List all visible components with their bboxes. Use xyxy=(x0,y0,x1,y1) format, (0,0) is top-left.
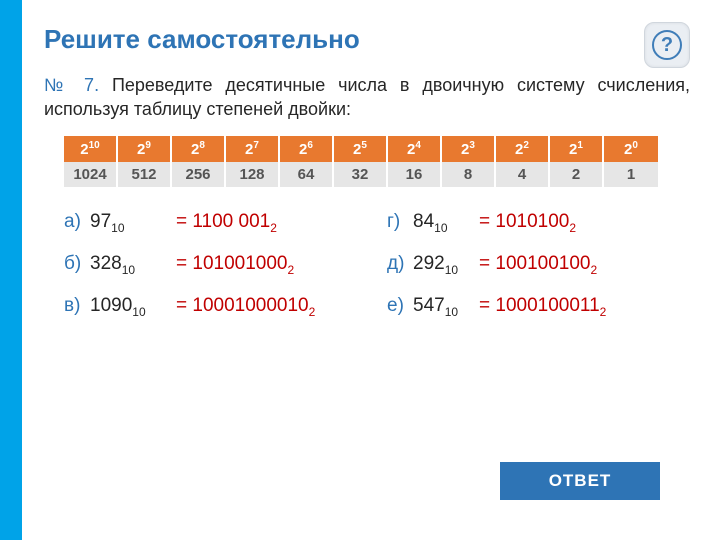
table-data-cell: 4 xyxy=(496,162,550,187)
table-header-cell: 24 xyxy=(388,136,442,162)
problem-answer: = 10001000112 xyxy=(479,295,606,319)
task-number: № 7. xyxy=(44,75,99,95)
table-data-cell: 64 xyxy=(280,162,334,187)
table-header-cell: 27 xyxy=(226,136,280,162)
problem-line: д)29210= 1001001002 xyxy=(387,253,690,295)
table-data-row: 10245122561286432168421 xyxy=(64,162,670,187)
sidebar-accent xyxy=(0,0,22,540)
problem-number: 109010 xyxy=(90,295,176,319)
answer-button[interactable]: ОТВЕТ xyxy=(500,462,660,500)
problem-label: г) xyxy=(387,211,413,233)
problem-answer: = 1010010002 xyxy=(176,253,294,277)
problems-col-left: а)9710= 1100 0012б)32810= 1010010002в)10… xyxy=(64,211,367,337)
problem-label: д) xyxy=(387,253,413,275)
problem-answer: = 1100 0012 xyxy=(176,211,277,235)
table-header-cell: 28 xyxy=(172,136,226,162)
table-header-cell: 21 xyxy=(550,136,604,162)
problem-number: 9710 xyxy=(90,211,176,235)
problem-number: 32810 xyxy=(90,253,176,277)
table-data-cell: 1 xyxy=(604,162,658,187)
slide-content: Решите самостоятельно № 7. Переведите де… xyxy=(44,24,690,337)
table-header-cell: 29 xyxy=(118,136,172,162)
table-data-cell: 128 xyxy=(226,162,280,187)
table-header-cell: 210 xyxy=(64,136,118,162)
problem-number: 29210 xyxy=(413,253,479,277)
table-header-cell: 26 xyxy=(280,136,334,162)
problem-answer: = 10101002 xyxy=(479,211,576,235)
problem-number: 54710 xyxy=(413,295,479,319)
problem-line: в)109010= 100010000102 xyxy=(64,295,367,337)
problem-line: б)32810= 1010010002 xyxy=(64,253,367,295)
table-header-cell: 22 xyxy=(496,136,550,162)
table-data-cell: 2 xyxy=(550,162,604,187)
problem-answer: = 1001001002 xyxy=(479,253,597,277)
problem-label: в) xyxy=(64,295,90,317)
problem-line: е)54710= 10001000112 xyxy=(387,295,690,337)
problem-answer: = 100010000102 xyxy=(176,295,315,319)
table-data-cell: 256 xyxy=(172,162,226,187)
problem-line: г)8410= 10101002 xyxy=(387,211,690,253)
table-data-cell: 16 xyxy=(388,162,442,187)
table-header-row: 21029282726252423222120 xyxy=(64,136,670,162)
table-header-cell: 23 xyxy=(442,136,496,162)
problem-label: а) xyxy=(64,211,90,233)
problem-label: б) xyxy=(64,253,90,275)
problem-label: е) xyxy=(387,295,413,317)
table-data-cell: 1024 xyxy=(64,162,118,187)
task-text: Переведите десятичные числа в двоичную с… xyxy=(44,75,690,119)
task-prompt: № 7. Переведите десятичные числа в двоич… xyxy=(44,73,690,122)
page-title: Решите самостоятельно xyxy=(44,24,690,55)
problems-block: а)9710= 1100 0012б)32810= 1010010002в)10… xyxy=(64,211,690,337)
problem-number: 8410 xyxy=(413,211,479,235)
powers-table: 21029282726252423222120 1024512256128643… xyxy=(64,136,670,187)
table-header-cell: 25 xyxy=(334,136,388,162)
problem-line: а)9710= 1100 0012 xyxy=(64,211,367,253)
table-data-cell: 8 xyxy=(442,162,496,187)
table-data-cell: 32 xyxy=(334,162,388,187)
problems-col-right: г)8410= 10101002д)29210= 1001001002е)547… xyxy=(387,211,690,337)
table-header-cell: 20 xyxy=(604,136,658,162)
table-data-cell: 512 xyxy=(118,162,172,187)
